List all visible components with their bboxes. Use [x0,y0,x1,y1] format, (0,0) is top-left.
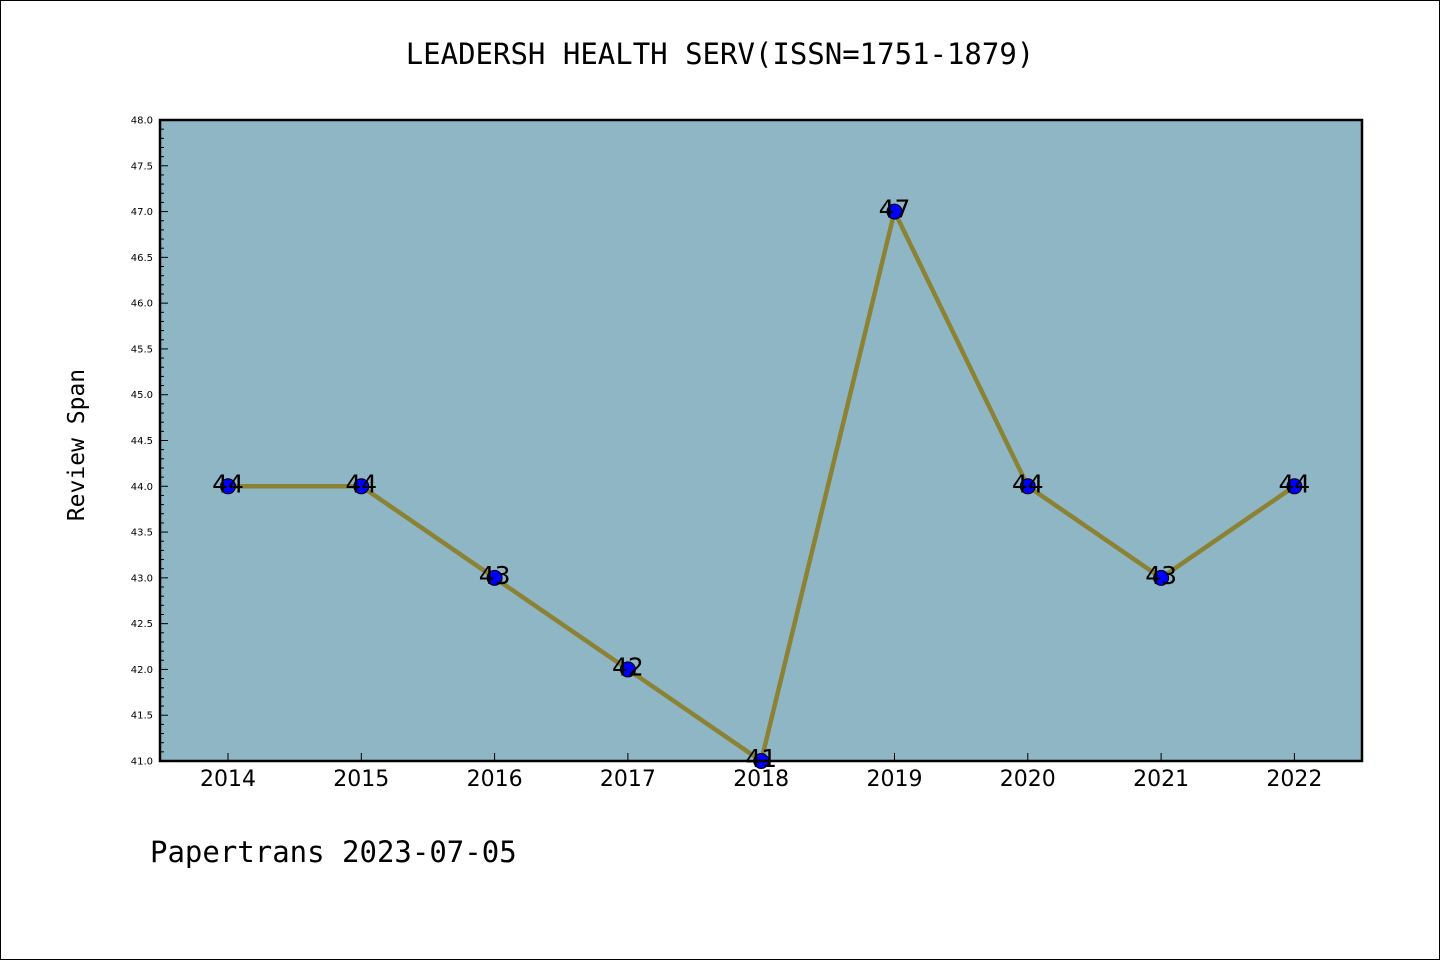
y-tick-label: 43.5 [131,528,153,539]
y-tick-label: 44.0 [131,482,153,493]
data-label: 44 [1012,469,1044,498]
footer-stamp: Papertrans 2023-07-05 [150,835,517,869]
y-tick-label: 48.0 [131,116,153,127]
y-tick-label: 47.5 [131,161,153,172]
y-tick-label: 41.0 [131,757,153,768]
x-tick-label: 2015 [333,767,389,792]
data-point [1286,478,1303,495]
y-tick-label: 45.5 [131,344,153,355]
data-label: 43 [479,561,511,590]
data-point [619,661,636,678]
y-tick-label: 47.0 [131,207,153,218]
x-tick-label: 2016 [467,767,523,792]
data-label: 42 [612,652,644,681]
data-label: 43 [1145,561,1177,590]
y-tick-label: 44.5 [131,436,153,447]
y-tick-label: 45.0 [131,390,153,401]
y-tick-label: 46.5 [131,253,153,264]
x-tick-label: 2014 [200,767,256,792]
chart-title: LEADERSH HEALTH SERV(ISSN=1751-1879) [405,37,1035,71]
data-label: 44 [345,469,377,498]
data-point [1153,569,1170,586]
x-tick-label: 2019 [867,767,923,792]
data-point [886,203,903,220]
y-tick-label: 43.0 [131,573,153,584]
x-tick-label: 2018 [733,767,789,792]
x-tick-label: 2021 [1133,767,1189,792]
y-tick-label: 46.0 [131,299,153,310]
data-label: 44 [212,469,244,498]
data-point [220,478,236,495]
data-label: 47 [879,195,911,224]
y-tick-label: 42.0 [131,665,153,676]
plot-area [160,120,1362,761]
x-tick-label: 2022 [1266,767,1322,792]
plot-frame [158,118,1364,763]
data-point [486,569,503,586]
x-tick-label: 2017 [600,767,656,792]
data-point [353,478,370,495]
data-label: 44 [1278,469,1310,498]
data-point [1019,478,1036,495]
y-tick-label: 41.5 [131,711,153,722]
data-label: 41 [745,744,777,773]
x-tick-label: 2020 [1000,767,1056,792]
y-tick-label: 42.5 [131,619,153,630]
